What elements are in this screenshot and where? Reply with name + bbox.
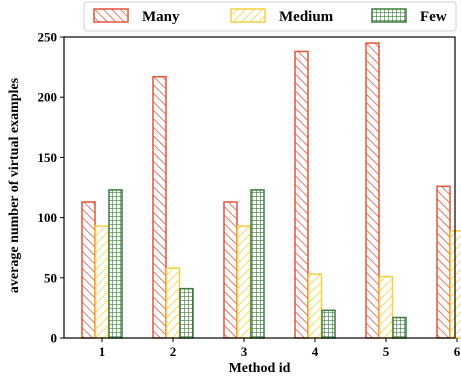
bar-medium-3 — [236, 225, 252, 339]
bar-many-3 — [223, 201, 238, 339]
bar-many-4 — [294, 50, 309, 339]
x-tick-label: 4 — [312, 344, 319, 359]
y-axis: 0 50 100 150 200 250 — [38, 30, 64, 346]
bar-many-6 — [436, 185, 451, 339]
y-tick-label: 150 — [38, 150, 58, 165]
bar-many-1 — [81, 201, 96, 339]
y-axis-label: average number of virtual examples — [7, 77, 22, 293]
y-tick-label: 50 — [44, 270, 57, 285]
legend-swatch-few — [371, 8, 407, 23]
x-tick-label: 5 — [383, 344, 390, 359]
bar-many-2 — [152, 75, 167, 339]
x-tick-label: 1 — [99, 344, 106, 359]
bar-few-2 — [179, 287, 194, 339]
y-tick-label: 100 — [38, 210, 58, 225]
y-tick-label: 200 — [38, 90, 58, 105]
bar-few-4 — [321, 309, 336, 339]
bar-many-5 — [365, 42, 380, 339]
legend-label-many: Many — [142, 9, 180, 25]
x-tick-label: 6 — [454, 344, 461, 359]
bar-medium-4 — [307, 273, 323, 339]
x-tick-label: 2 — [170, 344, 177, 359]
legend-label-medium: Medium — [279, 9, 334, 25]
bar-medium-6 — [449, 230, 461, 339]
legend-swatch-many — [93, 8, 129, 23]
bar-few-1 — [108, 189, 123, 339]
x-tick-label: 3 — [241, 344, 248, 359]
legend-box — [83, 1, 457, 32]
legend: Many Medium Few — [83, 1, 457, 32]
bar-medium-2 — [165, 267, 181, 339]
bar-medium-5 — [378, 275, 394, 339]
x-axis: 1 2 3 4 5 6 — [99, 338, 461, 359]
plot-frame — [63, 36, 456, 339]
bars-group — [81, 42, 461, 339]
y-tick-label: 250 — [38, 30, 58, 45]
bar-few-3 — [250, 189, 265, 339]
x-axis-label: Method id — [229, 361, 291, 376]
y-tick-label: 0 — [51, 331, 58, 346]
bar-medium-1 — [94, 225, 110, 339]
bar-few-5 — [392, 316, 407, 339]
legend-swatch-medium — [230, 8, 266, 23]
legend-label-few: Few — [420, 9, 447, 25]
